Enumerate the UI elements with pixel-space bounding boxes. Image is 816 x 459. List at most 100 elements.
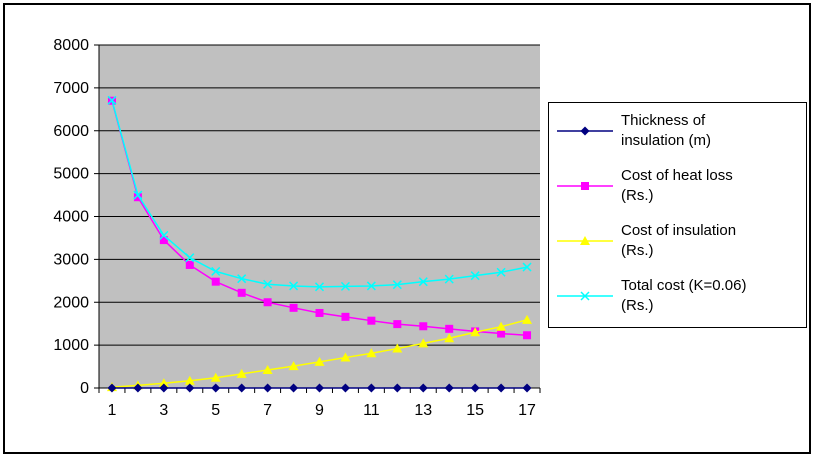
legend-label-line: (Rs.) xyxy=(621,297,654,314)
y-tick-label: 2000 xyxy=(53,294,89,311)
data-point xyxy=(184,375,195,385)
y-tick-label: 7000 xyxy=(53,80,89,97)
legend-label: Cost of heat loss (Rs.) xyxy=(621,166,801,206)
data-point xyxy=(211,383,221,393)
y-tick-label: 8000 xyxy=(53,37,89,54)
data-point xyxy=(366,348,377,358)
data-point xyxy=(367,316,376,325)
y-tick-label: 5000 xyxy=(53,166,89,183)
data-point xyxy=(393,320,402,329)
data-point xyxy=(444,274,454,284)
data-point xyxy=(497,329,506,338)
legend-label-line: insulation (m) xyxy=(621,132,712,149)
diamond-marker-icon xyxy=(557,126,613,136)
data-point xyxy=(133,383,143,393)
data-point xyxy=(262,364,273,374)
y-tick-label: 6000 xyxy=(53,123,89,140)
square-marker-icon xyxy=(557,182,613,190)
data-point xyxy=(366,383,376,393)
data-point xyxy=(470,327,481,337)
data-point xyxy=(289,303,298,312)
data-point xyxy=(159,236,168,245)
data-point xyxy=(419,322,428,331)
data-point xyxy=(236,368,247,378)
data-point xyxy=(237,288,246,297)
data-point xyxy=(392,383,402,393)
data-point xyxy=(133,193,142,202)
data-point xyxy=(470,271,480,281)
y-tick-label: 0 xyxy=(80,380,89,397)
y-tick-label: 3000 xyxy=(53,251,89,268)
legend-label-line: Thickness of xyxy=(621,112,706,129)
data-point xyxy=(158,378,169,388)
data-point xyxy=(523,331,532,340)
data-point xyxy=(237,274,247,284)
series-0 xyxy=(107,383,532,393)
data-point xyxy=(366,281,376,291)
data-point xyxy=(263,383,273,393)
x-marker-icon xyxy=(557,291,613,301)
y-tick-label: 4000 xyxy=(53,209,89,226)
data-point xyxy=(263,279,273,289)
x-tick-label: 7 xyxy=(263,402,272,419)
x-tick-label: 5 xyxy=(211,402,220,419)
data-point xyxy=(185,383,195,393)
triangle-marker-icon xyxy=(557,236,613,245)
data-point xyxy=(418,383,428,393)
data-point xyxy=(496,267,506,277)
data-point xyxy=(289,281,299,291)
legend-marker xyxy=(580,126,590,136)
x-tick-label: 11 xyxy=(363,402,380,419)
data-point xyxy=(314,282,325,292)
legend-label-line: Total cost (K=0.06) xyxy=(621,277,747,294)
legend-label: Total cost (K=0.06) (Rs.) xyxy=(621,276,801,316)
legend-label-line: (Rs.) xyxy=(621,242,654,259)
data-point xyxy=(470,383,480,393)
data-point xyxy=(288,361,299,371)
legend-marker xyxy=(581,182,589,190)
data-point xyxy=(392,343,403,353)
data-point xyxy=(314,356,325,366)
data-point xyxy=(107,383,117,393)
data-point xyxy=(159,383,169,393)
data-point xyxy=(418,338,429,348)
legend-label: Cost of insulation (Rs.) xyxy=(621,221,801,261)
data-point xyxy=(315,383,324,393)
x-tick-label: 9 xyxy=(315,402,324,419)
x-tick-label: 15 xyxy=(466,402,484,419)
data-point xyxy=(522,262,532,272)
legend-label: Thickness of insulation (m) xyxy=(621,111,801,151)
x-tick-label: 1 xyxy=(108,402,117,419)
data-point xyxy=(341,312,350,321)
data-point xyxy=(392,280,402,290)
data-point xyxy=(289,383,299,393)
data-point xyxy=(340,383,350,393)
series-3 xyxy=(107,95,532,292)
data-point xyxy=(185,253,195,263)
data-point xyxy=(210,372,221,382)
x-tick-label: 13 xyxy=(414,402,432,419)
data-point xyxy=(185,260,194,269)
data-point xyxy=(340,352,351,362)
data-point xyxy=(263,298,272,307)
legend-label-line: Cost of insulation xyxy=(621,222,737,239)
data-point xyxy=(159,230,169,240)
data-point xyxy=(237,383,247,393)
x-tick-label: 17 xyxy=(518,402,536,419)
legend: Thickness of insulation (m) Cost of heat… xyxy=(548,102,807,328)
data-point xyxy=(133,190,143,200)
legend-marker xyxy=(580,291,590,301)
data-point xyxy=(522,314,533,324)
data-point xyxy=(315,308,324,317)
data-point xyxy=(444,333,455,343)
data-point xyxy=(340,281,350,291)
data-point xyxy=(445,324,454,333)
x-tick-label: 3 xyxy=(159,402,168,419)
y-tick-label: 1000 xyxy=(53,337,89,354)
data-point xyxy=(522,383,532,393)
legend-label-line: (Rs.) xyxy=(621,187,654,204)
data-point xyxy=(107,95,117,105)
chart-frame: 0 1000 2000 3000 4000 5000 6000 7000 8000 1 3 5 7 9 11… xyxy=(3,3,811,454)
data-point xyxy=(211,277,220,286)
